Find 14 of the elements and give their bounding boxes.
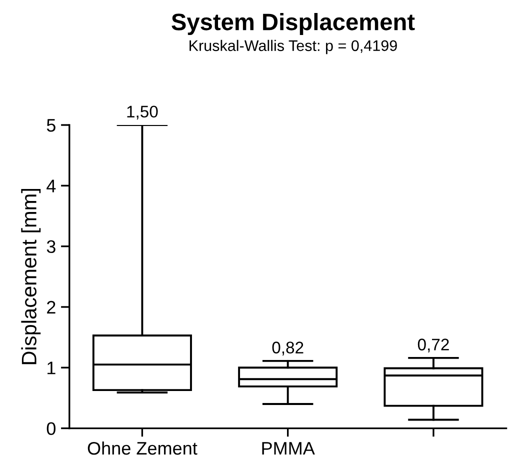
y-tick-label: 5 — [46, 119, 56, 132]
annotation: 1,50 — [127, 106, 158, 120]
y-tick-label: 3 — [46, 240, 56, 254]
y-tick-label: 0 — [46, 422, 56, 435]
x-tick-label: PMMA — [262, 442, 315, 455]
chart-title: System Displacement — [172, 12, 415, 35]
annotation: 0,82 — [272, 342, 304, 356]
y-tick-label: 4 — [46, 180, 56, 192]
y-tick-label: 2 — [47, 300, 56, 314]
y-axis-title: Displacement [mm] — [21, 188, 41, 364]
x-tick-label: Ohne Zement — [88, 441, 198, 455]
y-tick-label: 1 — [48, 362, 56, 374]
chart-subtitle: Kruskal-Wallis Test: p = 0,4199 — [190, 40, 397, 54]
annotation: 0,72 — [418, 338, 449, 352]
